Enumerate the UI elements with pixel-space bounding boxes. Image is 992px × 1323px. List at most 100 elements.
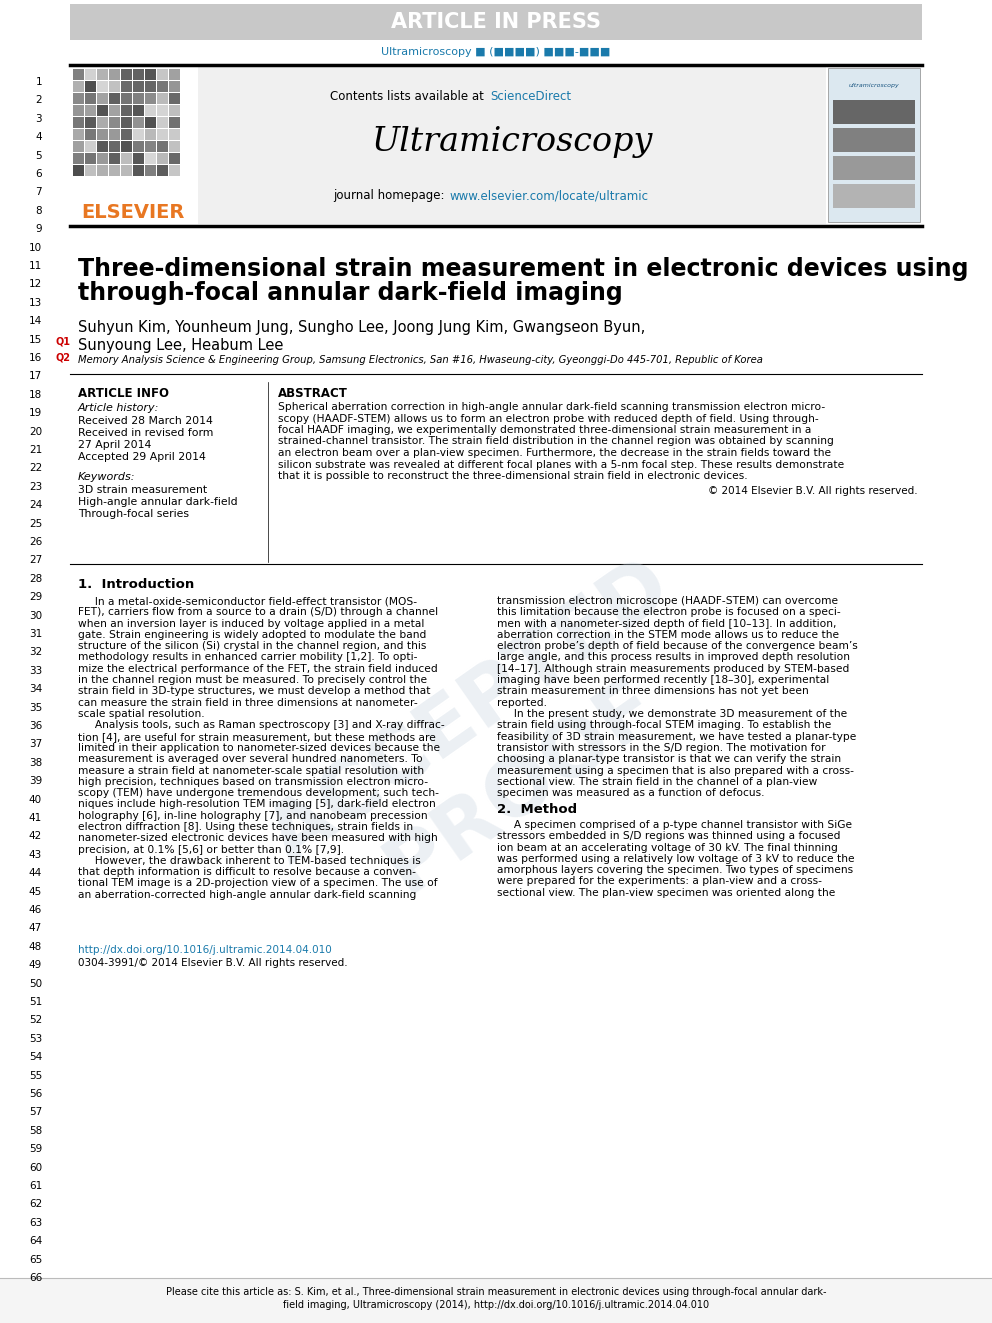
- Text: nanometer-sized electronic devices have been measured with high: nanometer-sized electronic devices have …: [78, 833, 437, 843]
- Text: 53: 53: [29, 1033, 42, 1044]
- Bar: [85, 153, 96, 164]
- Text: 44: 44: [29, 868, 42, 878]
- Text: 17: 17: [29, 372, 42, 381]
- Text: ABSTRACT: ABSTRACT: [278, 388, 348, 400]
- Text: ScienceDirect: ScienceDirect: [490, 90, 571, 103]
- Bar: [169, 153, 180, 164]
- Bar: [85, 93, 96, 105]
- Text: 57: 57: [29, 1107, 42, 1118]
- Text: Received 28 March 2014: Received 28 March 2014: [78, 415, 213, 426]
- Text: measurement using a specimen that is also prepared with a cross-: measurement using a specimen that is als…: [497, 766, 854, 775]
- Bar: [0, 1278, 992, 1323]
- Bar: [157, 116, 168, 128]
- Bar: [121, 165, 132, 176]
- Text: measure a strain field at nanometer-scale spatial resolution with: measure a strain field at nanometer-scal…: [78, 766, 425, 775]
- Bar: [145, 165, 156, 176]
- Text: 50: 50: [29, 979, 42, 988]
- Text: that depth information is difficult to resolve because a conven-: that depth information is difficult to r…: [78, 867, 416, 877]
- Bar: [97, 69, 108, 79]
- Text: 14: 14: [29, 316, 42, 327]
- Text: 47: 47: [29, 923, 42, 934]
- Text: tion [4], are useful for strain measurement, but these methods are: tion [4], are useful for strain measurem…: [78, 732, 435, 742]
- Bar: [133, 69, 144, 79]
- Bar: [121, 116, 132, 128]
- Text: Analysis tools, such as Raman spectroscopy [3] and X-ray diffrac-: Analysis tools, such as Raman spectrosco…: [78, 720, 444, 730]
- Text: sectional view. The plan-view specimen was oriented along the: sectional view. The plan-view specimen w…: [497, 888, 835, 898]
- Text: In a metal-oxide-semiconductor field-effect transistor (MOS-: In a metal-oxide-semiconductor field-eff…: [78, 595, 417, 606]
- Bar: [73, 142, 84, 152]
- Bar: [833, 101, 915, 124]
- Text: sectional view. The strain field in the channel of a plan-view: sectional view. The strain field in the …: [497, 777, 817, 787]
- Text: when an inversion layer is induced by voltage applied in a metal: when an inversion layer is induced by vo…: [78, 619, 425, 628]
- Text: 56: 56: [29, 1089, 42, 1099]
- Bar: [145, 130, 156, 140]
- Text: transistor with stressors in the S/D region. The motivation for: transistor with stressors in the S/D reg…: [497, 744, 825, 753]
- Bar: [85, 81, 96, 93]
- Text: 22: 22: [29, 463, 42, 474]
- Text: field imaging, Ultramicroscopy (2014), http://dx.doi.org/10.1016/j.ultramic.2014: field imaging, Ultramicroscopy (2014), h…: [283, 1301, 709, 1310]
- Text: strain field using through-focal STEM imaging. To establish the: strain field using through-focal STEM im…: [497, 720, 831, 730]
- Text: 13: 13: [29, 298, 42, 308]
- Text: were prepared for the experiments: a plan-view and a cross-: were prepared for the experiments: a pla…: [497, 877, 822, 886]
- Bar: [73, 105, 84, 116]
- Text: 5: 5: [36, 151, 42, 160]
- Text: Three-dimensional strain measurement in electronic devices using: Three-dimensional strain measurement in …: [78, 257, 968, 280]
- Text: amorphous layers covering the specimen. Two types of specimens: amorphous layers covering the specimen. …: [497, 865, 853, 876]
- Text: ultramicroscopy: ultramicroscopy: [848, 82, 900, 87]
- Text: 3D strain measurement: 3D strain measurement: [78, 486, 207, 495]
- Bar: [157, 69, 168, 79]
- Text: imaging have been performed recently [18–30], experimental: imaging have been performed recently [18…: [497, 675, 829, 685]
- Bar: [97, 93, 108, 105]
- Text: ARTICLE IN PRESS: ARTICLE IN PRESS: [391, 12, 601, 32]
- Text: through-focal annular dark-field imaging: through-focal annular dark-field imaging: [78, 280, 623, 306]
- Text: strain measurement in three dimensions has not yet been: strain measurement in three dimensions h…: [497, 687, 808, 696]
- Text: High-angle annular dark-field: High-angle annular dark-field: [78, 497, 238, 507]
- Text: Q2: Q2: [56, 352, 71, 363]
- Text: 26: 26: [29, 537, 42, 546]
- Bar: [828, 67, 920, 222]
- Bar: [169, 81, 180, 93]
- Text: Received in revised form: Received in revised form: [78, 429, 213, 438]
- Bar: [145, 81, 156, 93]
- Text: 19: 19: [29, 409, 42, 418]
- Bar: [73, 165, 84, 176]
- Bar: [73, 81, 84, 93]
- Text: 20: 20: [29, 426, 42, 437]
- Bar: [73, 116, 84, 128]
- Bar: [169, 165, 180, 176]
- Text: 0304-3991/© 2014 Elsevier B.V. All rights reserved.: 0304-3991/© 2014 Elsevier B.V. All right…: [78, 958, 347, 968]
- Text: 52: 52: [29, 1015, 42, 1025]
- Bar: [121, 93, 132, 105]
- Text: 43: 43: [29, 849, 42, 860]
- Bar: [145, 69, 156, 79]
- Text: 49: 49: [29, 960, 42, 970]
- Bar: [133, 105, 144, 116]
- Bar: [70, 4, 922, 40]
- Text: 6: 6: [36, 169, 42, 179]
- Bar: [109, 153, 120, 164]
- Text: 66: 66: [29, 1273, 42, 1283]
- Text: electron probe’s depth of field because of the convergence beam’s: electron probe’s depth of field because …: [497, 642, 858, 651]
- Bar: [97, 165, 108, 176]
- Text: Accepted 29 April 2014: Accepted 29 April 2014: [78, 452, 206, 462]
- Text: A specimen comprised of a p-type channel transistor with SiGe: A specimen comprised of a p-type channel…: [497, 820, 852, 830]
- Text: 27: 27: [29, 556, 42, 565]
- Bar: [133, 116, 144, 128]
- Bar: [73, 153, 84, 164]
- Bar: [169, 93, 180, 105]
- Text: 18: 18: [29, 390, 42, 400]
- Text: [14–17]. Although strain measurements produced by STEM-based: [14–17]. Although strain measurements pr…: [497, 664, 849, 673]
- Text: 55: 55: [29, 1070, 42, 1081]
- Text: niques include high-resolution TEM imaging [5], dark-field electron: niques include high-resolution TEM imagi…: [78, 799, 435, 810]
- Text: large angle, and this process results in improved depth resolution: large angle, and this process results in…: [497, 652, 850, 663]
- Bar: [109, 105, 120, 116]
- Bar: [157, 153, 168, 164]
- Bar: [157, 93, 168, 105]
- Bar: [85, 165, 96, 176]
- Text: 1.  Introduction: 1. Introduction: [78, 578, 194, 591]
- Text: strain field in 3D-type structures, we must develop a method that: strain field in 3D-type structures, we m…: [78, 687, 431, 696]
- Text: 24: 24: [29, 500, 42, 511]
- Text: Ultramicroscopy ■ (■■■■) ■■■-■■■: Ultramicroscopy ■ (■■■■) ■■■-■■■: [381, 48, 611, 57]
- Text: Through-focal series: Through-focal series: [78, 509, 189, 519]
- Text: was performed using a relatively low voltage of 3 kV to reduce the: was performed using a relatively low vol…: [497, 853, 855, 864]
